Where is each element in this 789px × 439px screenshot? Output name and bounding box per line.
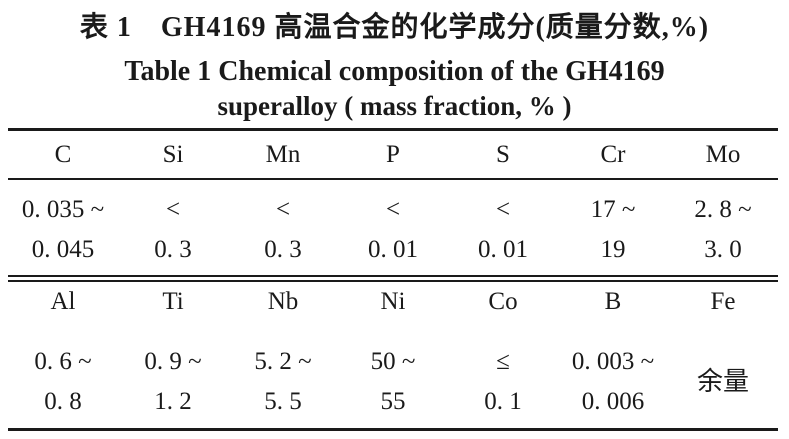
value-co: ≤ 0. 1 <box>448 342 558 422</box>
value-line: < <box>385 196 401 223</box>
value-line: < <box>275 196 291 223</box>
table-caption-english-line1: Table 1 Chemical composition of the GH41… <box>124 56 665 87</box>
table-caption-english-line2: superalloy ( mass fraction, % ) <box>217 91 572 121</box>
value-s: < 0. 01 <box>448 190 558 270</box>
value-line: 0. 3 <box>264 236 302 263</box>
value-line: 50 ~ <box>370 348 416 375</box>
value-cr: 17 ~ 19 <box>558 190 668 270</box>
header-ti: Ti <box>162 288 184 315</box>
header-fe: Fe <box>710 288 736 315</box>
value-line: < <box>165 196 181 223</box>
value-line: 19 <box>600 236 626 263</box>
value-line: 2. 8 ~ <box>694 196 752 223</box>
header-b: B <box>604 288 622 315</box>
header-al: Al <box>50 288 76 315</box>
value-line: 1. 2 <box>154 388 192 415</box>
value-line: 0. 045 <box>31 236 95 263</box>
header-nb: Nb <box>267 288 299 315</box>
value-line: 余量 <box>696 367 749 396</box>
value-line: 3. 0 <box>704 236 742 263</box>
value-al: 0. 6 ~ 0. 8 <box>8 342 118 422</box>
header-c: C <box>54 141 72 168</box>
section2-value-row: 0. 6 ~ 0. 8 0. 9 ~ 1. 2 5. 2 ~ 5. 5 50 ~… <box>8 342 778 428</box>
value-line: 17 ~ <box>590 196 636 223</box>
value-fe-balance: 余量 <box>668 342 778 422</box>
value-line: 5. 2 ~ <box>254 348 312 375</box>
section1-header-rule <box>8 178 778 180</box>
section1-value-row: 0. 035 ~ 0. 045 < 0. 3 < 0. 3 < 0. 01 < … <box>8 180 778 275</box>
value-line: 0. 006 <box>581 388 645 415</box>
header-ni: Ni <box>380 288 406 315</box>
header-cr: Cr <box>600 141 626 168</box>
value-line: 0. 01 <box>478 236 528 263</box>
value-ni: 50 ~ 55 <box>338 342 448 422</box>
value-ti: 0. 9 ~ 1. 2 <box>118 342 228 422</box>
value-line: 0. 9 ~ <box>144 348 202 375</box>
value-c: 0. 035 ~ 0. 045 <box>8 190 118 270</box>
header-si: Si <box>162 141 184 168</box>
header-co: Co <box>488 288 518 315</box>
table-caption-chinese: 表 1 GH4169 高温合金的化学成分(质量分数,%) <box>79 12 710 43</box>
composition-table: C Si Mn P S Cr Mo 0. 035 ~ 0. 045 < 0. 3… <box>8 128 778 431</box>
value-line: < <box>495 196 511 223</box>
header-s: S <box>496 141 510 168</box>
table-top-rule <box>8 128 778 131</box>
value-b: 0. 003 ~ 0. 006 <box>558 342 668 422</box>
value-mn: < 0. 3 <box>228 190 338 270</box>
value-line: 0. 035 ~ <box>21 196 105 223</box>
value-si: < 0. 3 <box>118 190 228 270</box>
value-line: 5. 5 <box>264 388 302 415</box>
value-line: 0. 01 <box>368 236 418 263</box>
value-mo: 2. 8 ~ 3. 0 <box>668 190 778 270</box>
header-mo: Mo <box>705 141 741 168</box>
section2-header-row: Al Ti Nb Ni Co B Fe <box>8 282 778 322</box>
value-line: 0. 003 ~ <box>571 348 655 375</box>
header-p: P <box>386 141 400 168</box>
value-p: < 0. 01 <box>338 190 448 270</box>
value-line: 0. 3 <box>154 236 192 263</box>
section-divider-double-rule <box>8 275 778 282</box>
value-line: ≤ <box>496 348 510 375</box>
value-line: 0. 6 ~ <box>34 348 92 375</box>
section1-header-row: C Si Mn P S Cr Mo <box>8 131 778 178</box>
value-line: 0. 1 <box>484 388 522 415</box>
value-line: 0. 8 <box>44 388 82 415</box>
header-mn: Mn <box>265 141 301 168</box>
value-nb: 5. 2 ~ 5. 5 <box>228 342 338 422</box>
value-line: 55 <box>380 388 406 415</box>
table-bottom-rule <box>8 428 778 431</box>
